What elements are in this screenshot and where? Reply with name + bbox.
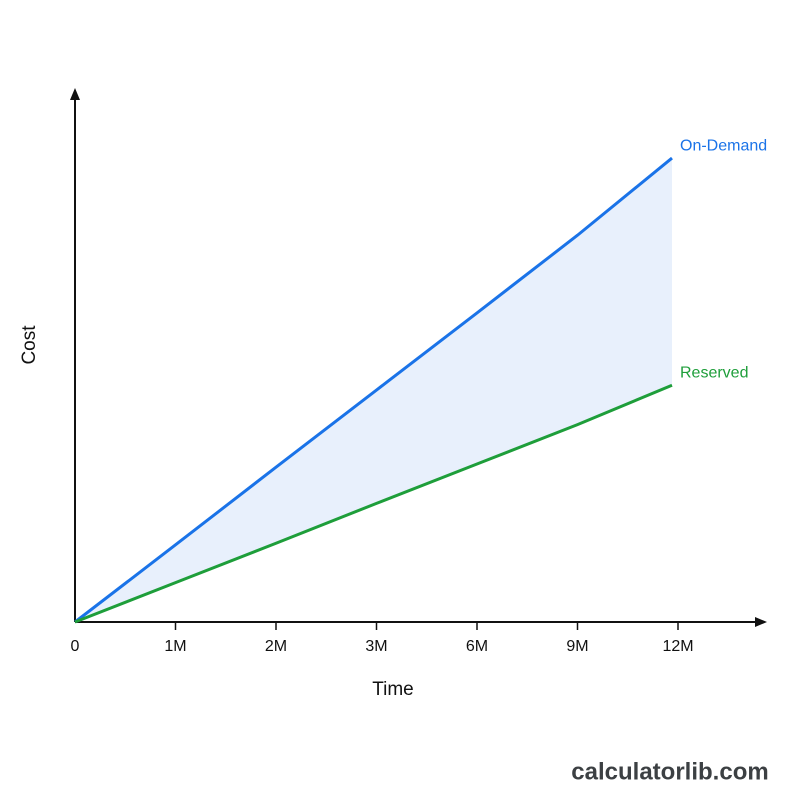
x-tick-label: 0	[71, 638, 80, 655]
x-axis-label: Time	[372, 679, 414, 700]
series-label: Reserved	[680, 364, 748, 381]
x-tick-label: 2M	[265, 638, 287, 655]
x-axis-arrow	[755, 617, 767, 627]
x-tick-label: 3M	[365, 638, 387, 655]
series-line	[74, 383, 673, 624]
fill-layer	[75, 158, 672, 622]
series-line	[74, 156, 673, 624]
series-label: On-Demand	[680, 137, 767, 154]
y-axis-label: Cost	[19, 325, 40, 365]
x-tick-label: 9M	[566, 638, 588, 655]
x-tick-label: 1M	[164, 638, 186, 655]
gap-fill	[75, 158, 672, 622]
x-tick-label: 6M	[466, 638, 488, 655]
x-tick-label: 12M	[662, 638, 693, 655]
watermark: calculatorlib.com	[571, 758, 768, 785]
y-axis-arrow	[70, 88, 80, 100]
